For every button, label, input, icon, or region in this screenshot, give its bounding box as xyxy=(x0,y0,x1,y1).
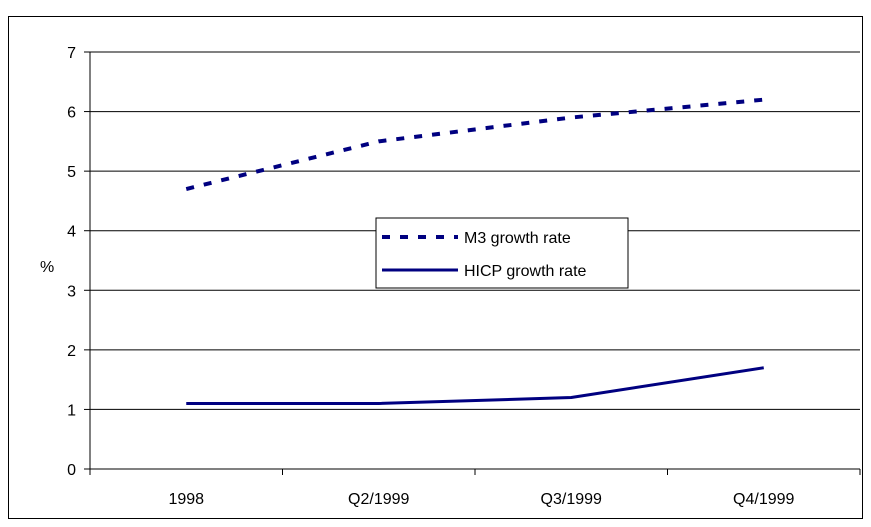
series-line-hicp xyxy=(186,366,764,405)
legend-box xyxy=(375,217,629,289)
x-tick-label-Q2/1999: Q2/1999 xyxy=(348,491,409,508)
series-line-m3 xyxy=(185,97,764,191)
y-tick-label-6: 6 xyxy=(67,105,76,122)
y-tick-labels: 0 1 2 3 4 5 6 7 xyxy=(67,45,76,479)
x-tick-labels: 1998 Q2/1999 Q3/1999 Q4/1999 xyxy=(168,491,794,508)
x-tick-label-Q3/1999: Q3/1999 xyxy=(541,491,602,508)
x-tick-label-Q4/1999: Q4/1999 xyxy=(733,491,794,508)
legend: M3 growth rate HICP growth rate xyxy=(375,217,629,289)
y-tick-label-1: 1 xyxy=(67,402,76,419)
y-tick-label-3: 3 xyxy=(67,283,76,300)
gridlines xyxy=(90,51,860,410)
y-axis-label: % xyxy=(40,259,54,276)
y-tick-label-4: 4 xyxy=(67,224,76,241)
legend-label-m3: M3 growth rate xyxy=(464,230,571,247)
axes xyxy=(84,51,861,475)
series-lines xyxy=(185,97,764,405)
y-tick-label-0: 0 xyxy=(67,462,76,479)
legend-label-hicp: HICP growth rate xyxy=(464,263,587,280)
x-tick-label-1998: 1998 xyxy=(168,491,204,508)
y-tick-label-7: 7 xyxy=(67,45,76,62)
y-tick-label-2: 2 xyxy=(67,343,76,360)
y-tick-label-5: 5 xyxy=(67,164,76,181)
